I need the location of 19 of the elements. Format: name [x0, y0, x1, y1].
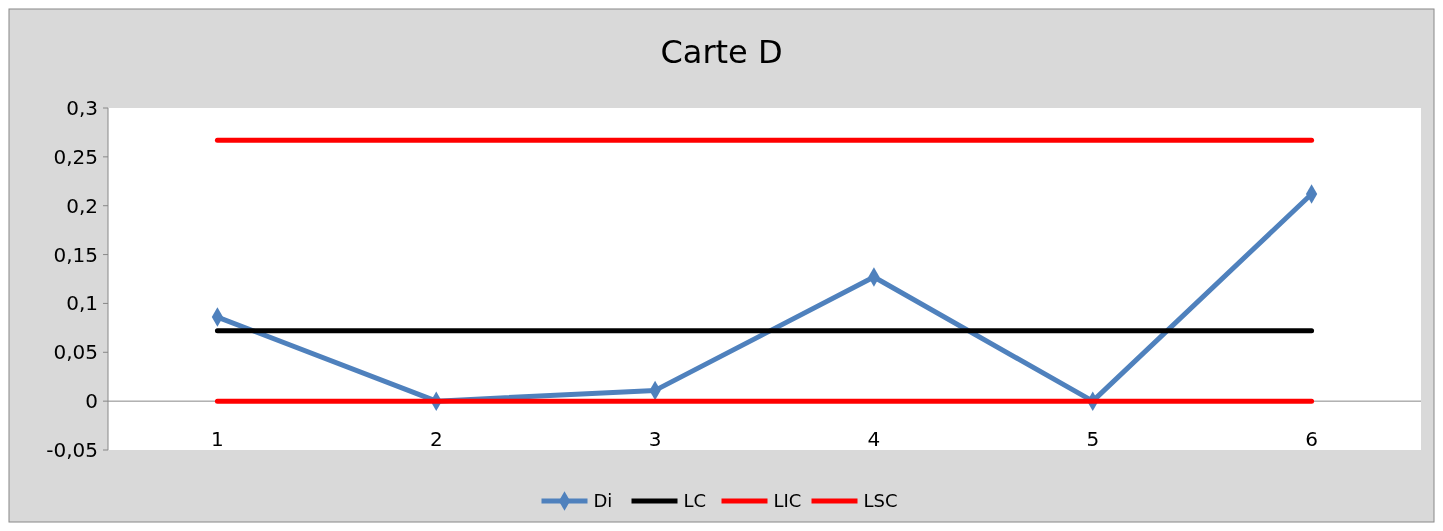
y-tick-label: 0,2: [66, 193, 98, 218]
legend-label: LSC: [863, 490, 898, 512]
y-tick-label: 0: [85, 389, 98, 414]
x-tick-label: 2: [429, 427, 443, 452]
x-tick-label: 3: [648, 427, 662, 452]
y-tick-label: 0,1: [66, 291, 98, 316]
y-tick-label: 0,05: [53, 340, 98, 365]
x-tick-label: 6: [1305, 427, 1318, 452]
legend-label: LC: [683, 490, 707, 512]
legend-label: Di: [593, 490, 613, 512]
y-tick-label: 0,3: [66, 96, 98, 120]
x-tick-label: 1: [211, 427, 224, 452]
x-tick-label: 5: [1086, 427, 1100, 452]
y-tick-label: 0,25: [53, 144, 98, 169]
y-tick-label: -0,05: [46, 438, 98, 462]
y-tick-label: 0,15: [53, 242, 98, 267]
legend-label: LIC: [773, 490, 802, 512]
x-tick-label: 4: [867, 427, 881, 452]
chart-title: Carte D: [660, 33, 783, 71]
